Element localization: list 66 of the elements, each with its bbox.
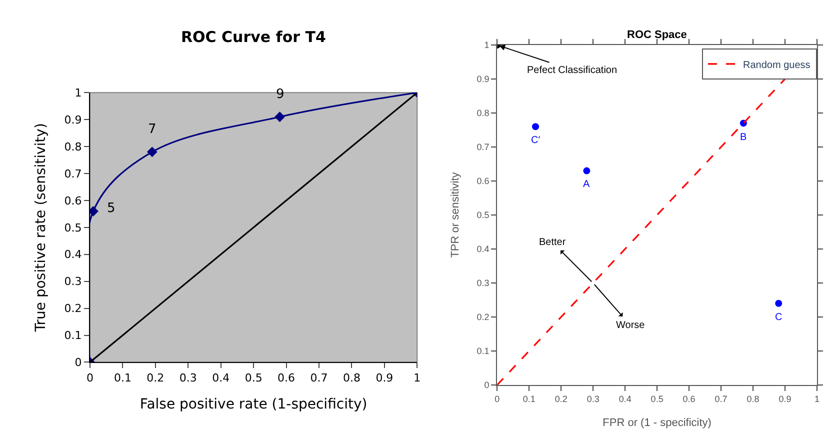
x-tick-label: 0.9 xyxy=(376,371,394,384)
y-tick-label: 0.3 xyxy=(64,275,82,288)
y-tick-label: 0.1 xyxy=(64,329,82,342)
x-tick-label: 0.8 xyxy=(342,371,360,384)
y-tick-label: 0.9 xyxy=(64,113,82,126)
x-tick-label: 0.4 xyxy=(618,394,632,404)
x-axis-title: False positive rate (1-specificity) xyxy=(140,396,368,413)
y-tick-label: 0.6 xyxy=(64,194,82,208)
y-tick-label: 0.5 xyxy=(64,221,82,234)
x-tick-label: 0.8 xyxy=(746,394,760,404)
annotation: C xyxy=(775,312,782,323)
point xyxy=(274,112,285,122)
y-tick-label: 0.1 xyxy=(476,346,490,356)
x-tick-label: 0.6 xyxy=(682,394,696,404)
x-axis-title: FPR or (1 - specificity) xyxy=(602,417,712,429)
x-tick-label: 0.3 xyxy=(179,371,197,384)
x-tick-label: 0.7 xyxy=(310,371,328,384)
y-tick-label: 0.2 xyxy=(64,302,82,316)
y-tick-label: 0.5 xyxy=(476,210,490,220)
y-tick-label: 0 xyxy=(74,356,82,370)
point xyxy=(775,300,782,307)
y-axis-title: True positive rate (sensitivity) xyxy=(32,123,49,333)
x-tick-label: 1 xyxy=(814,394,820,404)
y-tick-label: 0.4 xyxy=(476,244,490,254)
annotation: C′ xyxy=(531,135,540,146)
y-tick-label: 0.3 xyxy=(476,278,490,288)
x-tick-label: 0.5 xyxy=(650,394,664,404)
y-tick-label: 0.6 xyxy=(476,176,490,186)
annotation: Better xyxy=(539,237,566,248)
x-tick-label: 0.9 xyxy=(778,394,792,404)
x-tick-label: 0.4 xyxy=(212,371,230,384)
x-tick-label: 0.2 xyxy=(554,394,568,404)
point xyxy=(532,123,540,130)
legend-label: Random guess xyxy=(743,60,810,71)
y-tick-label: 0.2 xyxy=(476,312,490,322)
x-tick-label: 0.1 xyxy=(522,394,536,404)
x-tick-label: 0.1 xyxy=(114,371,132,384)
annotation: 5 xyxy=(107,201,116,216)
chart-title: ROC Space xyxy=(627,29,687,41)
annotation: 7 xyxy=(148,122,156,137)
x-tick-label: 0.3 xyxy=(586,394,600,404)
x-tick-label: 1 xyxy=(414,371,421,384)
annotation: B xyxy=(740,132,747,143)
y-tick-label: 0.8 xyxy=(64,140,82,154)
y-tick-label: 1 xyxy=(484,40,490,50)
y-tick-label: 0.7 xyxy=(64,167,82,180)
x-tick-label: 0.7 xyxy=(714,394,728,404)
y-tick-label: 0.4 xyxy=(64,248,82,262)
annotation: Pefect Classification xyxy=(527,65,618,76)
y-tick-label: 1 xyxy=(74,86,82,100)
y-tick-label: 0.7 xyxy=(476,142,490,152)
annotation: A xyxy=(583,179,590,190)
y-tick-label: 0.8 xyxy=(476,108,490,118)
chart-title: ROC Curve for T4 xyxy=(181,28,326,46)
y-axis-title: TPR or sensitivity xyxy=(449,172,462,258)
x-tick-label: 0 xyxy=(494,394,500,404)
y-tick-label: 0.9 xyxy=(476,74,490,84)
point xyxy=(146,146,158,158)
annotation: 9 xyxy=(276,87,284,102)
annotation: Worse xyxy=(616,320,646,331)
x-tick-label: 0.6 xyxy=(278,371,296,384)
point xyxy=(90,206,98,216)
point xyxy=(583,167,590,174)
x-tick-label: 0 xyxy=(86,371,94,384)
x-tick-label: 0.5 xyxy=(244,371,262,384)
x-tick-label: 0.2 xyxy=(146,371,164,384)
